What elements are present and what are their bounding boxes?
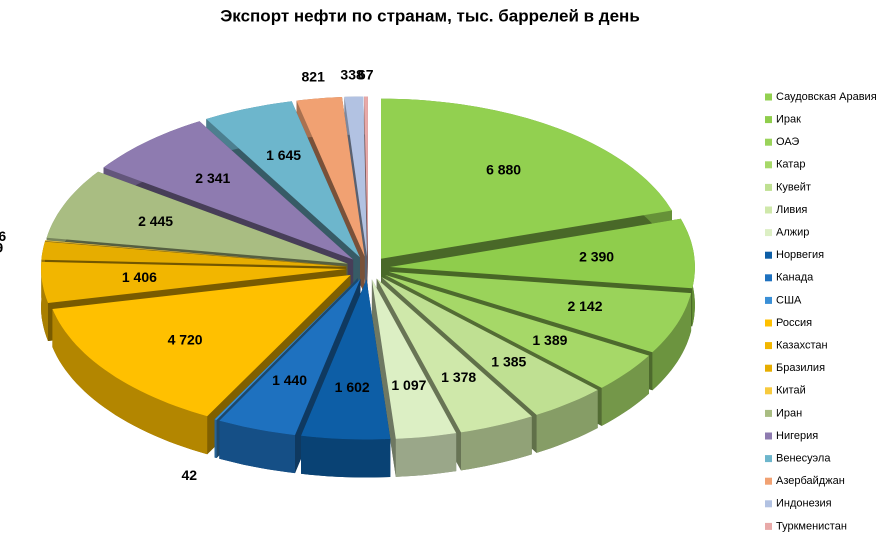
slice-side [215, 420, 217, 459]
data-label: 1 602 [335, 379, 370, 395]
legend-label: Венесуэла [776, 453, 831, 465]
legend-label: Канада [776, 272, 814, 284]
legend-swatch [765, 500, 772, 507]
legend-swatch [765, 229, 772, 236]
slice-side [396, 433, 456, 477]
legend-label: Нигерия [776, 430, 818, 442]
legend-label: Алжир [776, 227, 809, 239]
legend-swatch [765, 116, 772, 123]
data-label: 1 097 [391, 377, 426, 393]
legend-swatch [765, 184, 772, 191]
legend-swatch [765, 365, 772, 372]
data-label: 2 341 [195, 170, 230, 186]
legend-swatch [765, 387, 772, 394]
data-label: 4 720 [168, 331, 203, 347]
legend-label: Катар [776, 159, 805, 171]
data-label: 1 385 [491, 354, 526, 370]
legend-label: Индонезия [776, 498, 832, 510]
legend-swatch [765, 252, 772, 259]
legend-label: Россия [776, 317, 812, 329]
legend-label: Кувейт [776, 181, 811, 193]
data-label: 1 378 [441, 369, 476, 385]
data-label: 1 389 [532, 332, 567, 348]
data-label: 1 440 [272, 372, 307, 388]
data-label: 1 406 [122, 269, 157, 285]
legend-label: США [776, 294, 802, 306]
data-label: 26 [0, 228, 6, 244]
data-label: 2 142 [567, 298, 602, 314]
legend-swatch [765, 207, 772, 214]
legend-swatch [765, 94, 772, 101]
legend-label: Туркменистан [776, 520, 847, 532]
data-label: 6 880 [486, 162, 521, 178]
legend-swatch [765, 433, 772, 440]
legend-label: Иран [776, 407, 802, 419]
slice-side [301, 436, 390, 478]
legend-label: Саудовская Аравия [776, 91, 877, 103]
legend-swatch [765, 478, 772, 485]
legend-swatch [765, 297, 772, 304]
chart-title: Экспорт нефти по странам, тыс. баррелей … [220, 6, 640, 25]
data-label: 67 [358, 66, 374, 82]
data-label: 821 [302, 69, 326, 85]
legend-label: Бразилия [776, 362, 825, 374]
legend-label: Ливия [776, 204, 807, 216]
legend: Саудовская Аравия Ирак ОАЭ Катар Кувейт Ливия… [765, 91, 877, 532]
data-label: 2 390 [579, 248, 614, 264]
legend-label: Ирак [776, 114, 801, 126]
legend-swatch [765, 455, 772, 462]
legend-swatch [765, 161, 772, 168]
legend-swatch [765, 410, 772, 417]
legend-swatch [765, 523, 772, 530]
legend-label: Норвегия [776, 249, 824, 261]
legend-swatch [765, 342, 772, 349]
data-label: 1 645 [266, 147, 301, 163]
data-label: 2 445 [138, 213, 173, 229]
legend-label: Казахстан [776, 340, 828, 352]
legend-swatch [765, 139, 772, 146]
legend-label: ОАЭ [776, 136, 799, 148]
data-label: 42 [182, 467, 198, 483]
legend-label: Китай [776, 385, 806, 397]
legend-label: Азербайджан [776, 475, 845, 487]
legend-swatch [765, 320, 772, 327]
legend-swatch [765, 274, 772, 281]
